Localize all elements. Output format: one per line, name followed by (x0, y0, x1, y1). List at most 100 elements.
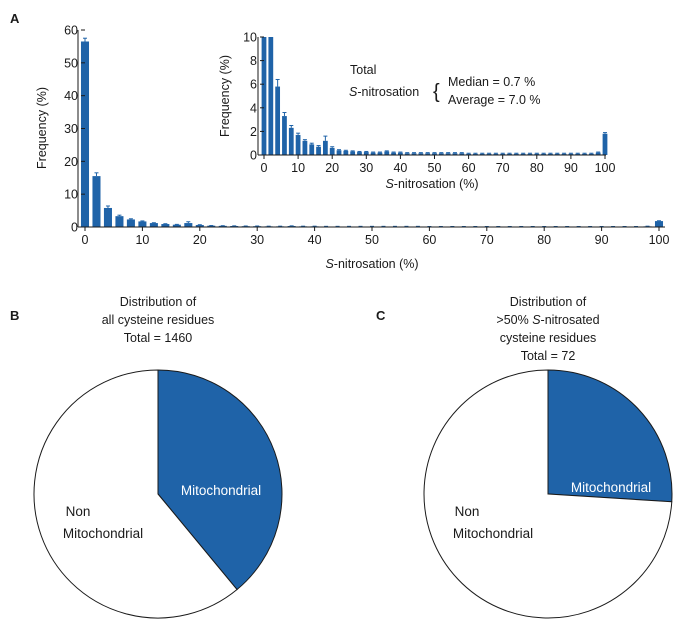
main-x-axis-title: S-nitrosation (%) (325, 257, 418, 271)
main-bar-0 (80, 41, 90, 227)
pie-c-label-mitochondrial: Mitochondrial (571, 480, 651, 495)
main-y-tick-label-50: 50 (64, 56, 78, 70)
pie-c-title-line-3: cysteine residues (500, 331, 597, 345)
panel-label-c: C (376, 308, 386, 323)
inset-bar-54 (445, 153, 451, 155)
main-bar-100 (654, 221, 664, 227)
inset-y-tick-label-0: 0 (250, 149, 257, 163)
inset-bar-10 (295, 134, 301, 155)
inset-bar-2 (268, 37, 274, 155)
inset-bar-60 (466, 153, 471, 155)
pie-c-title-line-4: Total = 72 (521, 349, 576, 363)
inset-bar-92 (575, 153, 581, 155)
main-bar-16 (172, 224, 181, 227)
inset-bar-98 (595, 152, 601, 155)
inset-bar-76 (520, 153, 526, 155)
main-x-tick-label-100: 100 (649, 233, 670, 247)
main-x-tick-label-50: 50 (365, 233, 379, 247)
inset-bar-72 (507, 153, 512, 155)
inset-x-tick-label-80: 80 (530, 161, 544, 175)
inset-x-ticks: 0 10 20 30 40 50 60 70 80 90 100 (261, 155, 616, 175)
main-x-axis-title-italic: S (325, 257, 334, 271)
inset-x-tick-label-70: 70 (496, 161, 510, 175)
inset-bar-8 (288, 127, 294, 155)
inset-bar-30 (363, 152, 369, 155)
main-axes (77, 30, 665, 228)
inset-bar-36 (384, 151, 390, 155)
pie-c-title-line-2: >50% S-nitrosated (496, 313, 599, 327)
inset-bar-68 (493, 153, 499, 155)
inset-x-tick-label-60: 60 (462, 161, 476, 175)
inset-bar-18 (322, 140, 328, 155)
inset-bar-66 (486, 153, 492, 155)
inset-y-tick-label-10: 10 (243, 31, 257, 45)
inset-average: Average = 7.0 % (448, 93, 541, 107)
inset-median: Median = 0.7 % (448, 75, 535, 89)
inset-bar-26 (350, 151, 356, 155)
inset-bar-64 (479, 153, 485, 155)
inset-x-tick-label-40: 40 (393, 161, 407, 175)
pie-b-title-line-1: Distribution of (120, 295, 197, 309)
pie-b-title-line-3: Total = 1460 (124, 331, 193, 345)
inset-bar-4 (275, 86, 281, 155)
inset-bar-6 (282, 116, 287, 155)
main-y-tick-label-60: 60 (64, 24, 78, 38)
inset-note-total: Total (350, 63, 376, 77)
inset-x-tick-label-100: 100 (595, 161, 616, 175)
main-y-axis-title: Frequency (%) (35, 87, 49, 169)
pie-c-title-rest: -nitrosated (541, 313, 600, 327)
main-x-tick-label-90: 90 (595, 233, 609, 247)
inset-note-snitrosation: S-nitrosation (349, 85, 419, 99)
inset-bar-56 (452, 153, 458, 155)
main-x-tick-label-30: 30 (250, 233, 264, 247)
inset-bar-84 (548, 153, 553, 155)
panel-label-a: A (10, 11, 20, 26)
inset-bar-12 (302, 140, 308, 155)
inset-histogram: 0 10 20 30 40 50 60 70 80 90 100 0 2 4 6 8 10 Frequency… (218, 31, 615, 192)
pie-c-title: Distribution of >50% S-nitrosated cystei… (496, 295, 599, 363)
inset-x-tick-label-30: 30 (359, 161, 373, 175)
inset-bar-88 (561, 153, 567, 155)
inset-bar-42 (404, 153, 410, 155)
pie-b-label-mitochondrial: Mitochondrial (181, 483, 261, 498)
inset-bar-28 (357, 152, 362, 155)
main-y-tick-label-30: 30 (64, 122, 78, 136)
main-y-tick-label-20: 20 (64, 155, 78, 169)
inset-bar-70 (500, 153, 506, 155)
inset-bar-44 (411, 153, 417, 155)
main-x-axis-title-rest: -nitrosation (%) (334, 257, 419, 271)
inset-x-axis-title-italic: S (385, 177, 394, 191)
main-bar-22 (207, 225, 216, 227)
pie-b-label-non-line-2: Mitochondrial (63, 526, 143, 541)
inset-y-tick-label-8: 8 (250, 54, 257, 68)
main-x-tick-label-20: 20 (193, 233, 207, 247)
inset-bar-86 (554, 153, 560, 155)
inset-y-ticks: 0 2 4 6 8 10 (243, 31, 264, 163)
inset-bar-16 (316, 146, 321, 155)
main-x-tick-label-40: 40 (308, 233, 322, 247)
inset-bar-58 (459, 153, 465, 155)
inset-bar-94 (582, 153, 587, 155)
inset-bar-24 (343, 150, 349, 155)
inset-bar-82 (541, 153, 546, 155)
pie-c-label-non-line-2: Mitochondrial (453, 526, 533, 541)
main-y-tick-label-10: 10 (64, 188, 78, 202)
main-bar-24 (218, 225, 227, 227)
inset-bar-80 (534, 153, 540, 155)
main-bar-20 (195, 225, 204, 227)
inset-note-italic: S (349, 85, 358, 99)
main-bar-18 (184, 223, 193, 227)
inset-bar-22 (336, 150, 342, 155)
main-x-tick-label-80: 80 (537, 233, 551, 247)
pie-c-title-prefix: >50% (496, 313, 532, 327)
pie-b-slice-non-mitochondrial (33, 369, 238, 619)
main-y-tick-label-0: 0 (71, 221, 78, 235)
inset-bar-48 (425, 153, 431, 155)
inset-bar-74 (513, 153, 519, 155)
pie-b-title-line-2: all cysteine residues (102, 313, 215, 327)
pie-c-title-line-1: Distribution of (510, 295, 587, 309)
main-histogram: 0 10 20 30 40 50 60 70 80 90 100 0 10 20 30 40 50 60 Fre… (35, 24, 669, 272)
panel-label-b: B (10, 308, 19, 323)
main-bar-8 (126, 219, 135, 227)
